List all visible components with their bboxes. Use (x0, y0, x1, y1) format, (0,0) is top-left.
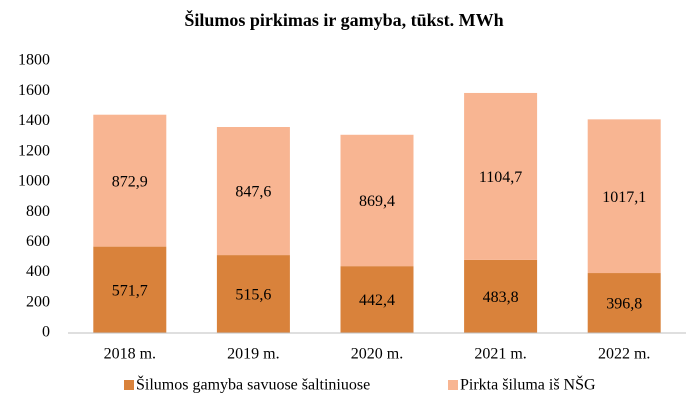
bar-segment (587, 119, 661, 274)
y-tick-label: 1400 (18, 112, 50, 129)
y-tick-label: 1800 (18, 52, 50, 69)
bar-segment (464, 92, 538, 260)
y-tick-label: 600 (26, 233, 50, 250)
bar-segment (464, 259, 538, 333)
x-tick-label: 2020 m. (351, 346, 403, 363)
x-tick-label: 2022 m. (598, 346, 650, 363)
bar-segment (93, 114, 167, 247)
y-tick-label: 800 (26, 203, 50, 220)
bar-segment (216, 127, 290, 256)
data-label: 571,7 (112, 282, 148, 299)
data-label: 847,6 (235, 184, 271, 201)
data-label: 869,4 (359, 193, 395, 210)
y-tick-label: 1200 (18, 142, 50, 159)
data-label: 396,8 (606, 296, 642, 313)
data-label: 1017,1 (602, 189, 646, 206)
bar-segment (216, 255, 290, 333)
data-label: 1104,7 (479, 169, 522, 186)
legend-label: Pirkta šiluma iš NŠG (460, 375, 596, 394)
bar-segment (340, 266, 414, 333)
legend-label: Šilumos gamyba savuose šaltiniuose (136, 375, 370, 394)
y-tick-label: 1600 (18, 82, 50, 99)
y-tick-label: 200 (26, 293, 50, 310)
data-label: 483,8 (483, 289, 519, 306)
legend-marker (448, 380, 458, 390)
y-tick-label: 0 (42, 324, 50, 341)
bar-segment (340, 134, 414, 267)
data-label: 872,9 (112, 173, 148, 190)
x-tick-label: 2018 m. (104, 346, 156, 363)
x-tick-label: 2019 m. (227, 346, 279, 363)
x-tick-label: 2021 m. (474, 346, 526, 363)
bar-segment (587, 273, 661, 333)
chart-title: Šilumos pirkimas ir gamyba, tūkst. MWh (184, 9, 503, 30)
bar-segment (93, 246, 167, 333)
data-label: 515,6 (235, 287, 271, 304)
legend-marker (124, 380, 134, 390)
y-tick-label: 400 (26, 263, 50, 280)
data-label: 442,4 (359, 292, 395, 309)
y-tick-label: 1000 (18, 173, 50, 190)
